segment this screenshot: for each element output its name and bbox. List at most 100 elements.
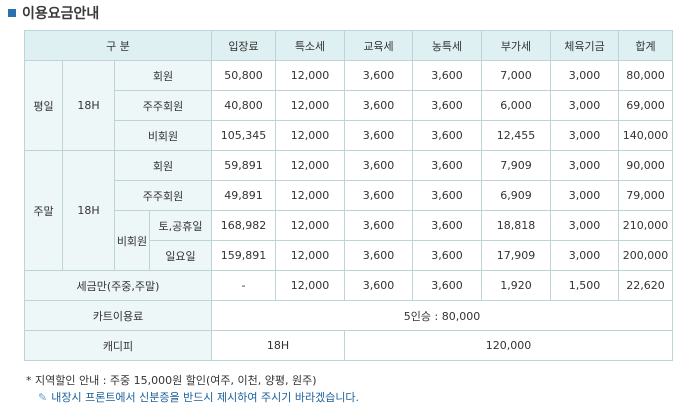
cell: 12,000 <box>275 150 345 181</box>
table-row: 비회원 105,345 12,000 3,600 3,600 12,455 3,… <box>25 120 673 151</box>
title-bullet-icon <box>8 9 16 17</box>
header-row: 구 분 입장료 특소세 교육세 농특세 부가세 체육기금 합계 <box>24 30 673 61</box>
cell: 3,600 <box>412 210 482 241</box>
cell: 59,891 <box>211 150 276 181</box>
cell: 3,000 <box>550 90 619 121</box>
cell: 3,600 <box>344 240 413 271</box>
cell: 159,891 <box>211 240 276 271</box>
cell: 12,455 <box>481 120 551 151</box>
row-type: 주주회원 <box>114 90 212 121</box>
row-type: 비회원 <box>114 120 212 151</box>
cell: - <box>211 270 276 301</box>
cell: 168,982 <box>211 210 276 241</box>
cell: 12,000 <box>275 270 345 301</box>
fee-table: 구 분 입장료 특소세 교육세 농특세 부가세 체육기금 합계 평일 18H 회… <box>24 30 673 361</box>
header-vat: 부가세 <box>481 30 551 61</box>
page-title-text: 이용요금안내 <box>22 6 100 22</box>
header-category: 구 분 <box>24 30 212 61</box>
table-row: 주주회원 49,891 12,000 3,600 3,600 6,909 3,0… <box>25 180 673 211</box>
cell: 3,600 <box>412 240 482 271</box>
cell: 80,000 <box>618 60 673 91</box>
table-row: 세금만(주중,주말) - 12,000 3,600 3,600 1,920 1,… <box>24 270 673 301</box>
cell: 3,600 <box>344 270 413 301</box>
cell: 3,000 <box>550 120 619 151</box>
row-type: 회원 <box>114 60 212 91</box>
weekend-time: 18H <box>62 150 115 271</box>
cell: 3,600 <box>344 60 413 91</box>
cell: 50,800 <box>211 60 276 91</box>
caddie-value: 120,000 <box>344 330 673 361</box>
discount-note: * 지역할인 안내 : 주중 15,000원 할인(여주, 이천, 양평, 원주… <box>26 374 317 387</box>
cell: 3,000 <box>550 210 619 241</box>
row-type: 회원 <box>114 150 212 181</box>
cell: 6,909 <box>481 180 551 211</box>
cell: 12,000 <box>275 180 345 211</box>
cell: 17,909 <box>481 240 551 271</box>
cell: 12,000 <box>275 60 345 91</box>
row-type: 일요일 <box>149 240 212 271</box>
table-row: 주말 18H 회원 59,891 12,000 3,600 3,600 7,90… <box>24 150 673 271</box>
weekday-label: 평일 <box>24 60 63 151</box>
id-note: ✎ 내장시 프론트에서 신분증을 반드시 제시하여 주시기 바라겠습니다. <box>26 389 359 406</box>
table-row: 일요일 159,891 12,000 3,600 3,600 17,909 3,… <box>25 240 673 271</box>
cell: 140,000 <box>618 120 673 151</box>
cell: 3,600 <box>344 120 413 151</box>
cell: 40,800 <box>211 90 276 121</box>
cell: 22,620 <box>618 270 673 301</box>
table-row: 평일 18H 회원 50,800 12,000 3,600 3,600 7,00… <box>24 60 673 151</box>
cell: 6,000 <box>481 90 551 121</box>
table-row: 카트이용료 5인승 : 80,000 <box>24 300 673 331</box>
tax-only-label: 세금만(주중,주말) <box>24 270 212 301</box>
header-admission: 입장료 <box>211 30 276 61</box>
cart-value: 5인승 : 80,000 <box>211 300 673 331</box>
cell: 12,000 <box>275 90 345 121</box>
cell: 49,891 <box>211 180 276 211</box>
cell: 69,000 <box>618 90 673 121</box>
cell: 12,000 <box>275 240 345 271</box>
cart-label: 카트이용료 <box>24 300 212 331</box>
page-title: 이용요금안내 <box>8 4 99 22</box>
table-row: 주주회원 40,800 12,000 3,600 3,600 6,000 3,0… <box>25 90 673 121</box>
cell: 3,000 <box>550 240 619 271</box>
cell: 210,000 <box>618 210 673 241</box>
table-row: 캐디피 18H 120,000 <box>24 330 673 361</box>
cell: 3,600 <box>412 180 482 211</box>
cell: 90,000 <box>618 150 673 181</box>
cell: 79,000 <box>618 180 673 211</box>
cell: 200,000 <box>618 240 673 271</box>
header-special-tax: 특소세 <box>275 30 345 61</box>
cell: 3,600 <box>412 150 482 181</box>
notes: * 지역할인 안내 : 주중 15,000원 할인(여주, 이천, 양평, 원주… <box>26 372 359 406</box>
weekday-time: 18H <box>62 60 115 151</box>
cell: 3,600 <box>412 120 482 151</box>
table-row: 비회원 토,공휴일 168,982 12,000 3,600 3,600 18,… <box>25 210 673 271</box>
caddie-time: 18H <box>211 330 345 361</box>
cell: 3,000 <box>550 60 619 91</box>
cell: 3,600 <box>412 90 482 121</box>
caddie-label: 캐디피 <box>24 330 212 361</box>
cell: 3,600 <box>344 210 413 241</box>
cell: 12,000 <box>275 210 345 241</box>
header-sports-fund: 체육기금 <box>550 30 619 61</box>
cell: 3,000 <box>550 150 619 181</box>
cell: 3,600 <box>344 150 413 181</box>
row-type: 주주회원 <box>114 180 212 211</box>
header-total: 합계 <box>618 30 673 61</box>
header-rural-tax: 농특세 <box>412 30 482 61</box>
cell: 1,500 <box>550 270 619 301</box>
header-education-tax: 교육세 <box>344 30 413 61</box>
row-type: 토,공휴일 <box>149 210 212 241</box>
cell: 3,600 <box>412 60 482 91</box>
cell: 18,818 <box>481 210 551 241</box>
cell: 3,600 <box>344 90 413 121</box>
cell: 7,909 <box>481 150 551 181</box>
cell: 3,000 <box>550 180 619 211</box>
cell: 3,600 <box>412 270 482 301</box>
weekend-nonmember-label: 비회원 <box>114 210 150 271</box>
id-note-text: 내장시 프론트에서 신분증을 반드시 제시하여 주시기 바라겠습니다. <box>51 391 360 404</box>
cell: 3,600 <box>344 180 413 211</box>
pencil-icon: ✎ <box>38 391 48 404</box>
cell: 12,000 <box>275 120 345 151</box>
cell: 105,345 <box>211 120 276 151</box>
cell: 1,920 <box>481 270 551 301</box>
